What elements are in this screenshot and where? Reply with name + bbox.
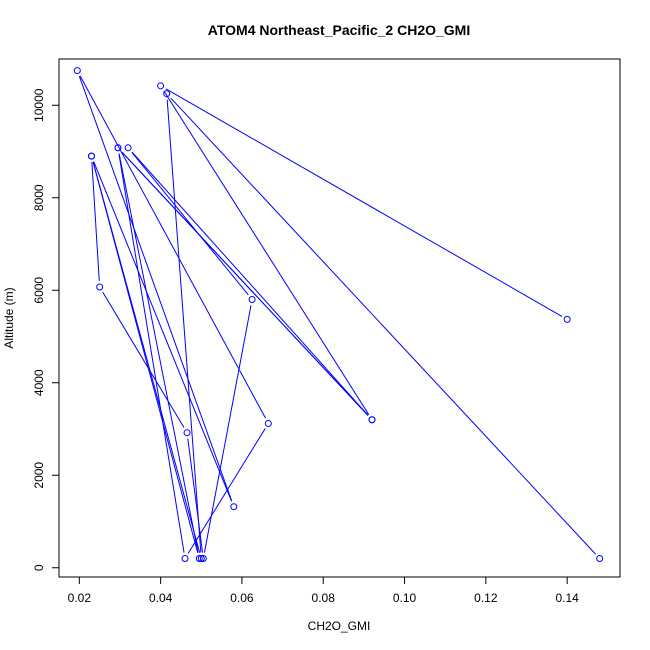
data-point — [195, 555, 203, 562]
series-segment — [118, 153, 199, 553]
data-point — [163, 90, 171, 98]
series-segment — [91, 162, 100, 282]
data-point — [96, 283, 104, 291]
x-tick-label: 0.12 — [474, 591, 498, 605]
data-point — [563, 315, 571, 323]
series-segment — [79, 75, 266, 419]
series-segment — [93, 161, 233, 502]
data-point — [197, 555, 205, 562]
series-segment — [78, 76, 233, 502]
series-layer — [73, 67, 604, 562]
series-segment — [102, 291, 185, 428]
series-segment — [121, 151, 369, 416]
data-point — [264, 419, 272, 427]
data-point — [124, 144, 132, 152]
y-tick-label: 10000 — [32, 88, 46, 122]
data-point — [230, 503, 238, 511]
data-point — [157, 82, 165, 90]
series-segment — [92, 161, 199, 553]
data-point — [114, 144, 122, 152]
series-segment — [187, 428, 266, 554]
data-point — [596, 555, 604, 562]
x-tick-label: 0.14 — [555, 591, 579, 605]
series-segment — [187, 438, 204, 553]
y-axis-label: Altitude (m) — [2, 287, 16, 348]
x-axis-label: CH2O_GMI — [308, 619, 371, 633]
data-point — [181, 555, 189, 562]
y-tick-label: 8000 — [32, 184, 46, 211]
x-tick-label: 0.10 — [393, 591, 417, 605]
data-point — [88, 152, 96, 160]
x-axis: 0.02 0.04 0.06 0.08 0.10 0.12 0.14 — [68, 576, 579, 605]
x-tick-label: 0.08 — [312, 591, 336, 605]
y-tick-label: 4000 — [32, 369, 46, 396]
y-tick-label: 0 — [32, 564, 46, 571]
data-point — [199, 555, 207, 562]
y-axis: 0 2000 4000 6000 8000 10000 — [32, 88, 60, 571]
series-segment — [166, 99, 202, 553]
chart-title: ATOM4 Northeast_Pacific_2 CH2O_GMI — [208, 22, 470, 38]
x-tick-label: 0.04 — [149, 591, 173, 605]
x-tick-label: 0.02 — [68, 591, 92, 605]
series-segment — [131, 152, 249, 296]
series-segment — [163, 90, 370, 415]
series-segment — [170, 97, 596, 555]
series-segment — [165, 88, 563, 317]
series-segment — [118, 153, 185, 553]
data-point — [183, 429, 191, 437]
data-point — [368, 416, 376, 424]
y-tick-label: 6000 — [32, 277, 46, 304]
data-point — [73, 67, 81, 75]
plot-frame — [58, 58, 621, 578]
y-tick-label: 2000 — [32, 462, 46, 489]
x-tick-label: 0.06 — [230, 591, 254, 605]
series-segment — [203, 305, 252, 553]
series-segment — [131, 151, 369, 416]
data-point — [248, 296, 256, 303]
